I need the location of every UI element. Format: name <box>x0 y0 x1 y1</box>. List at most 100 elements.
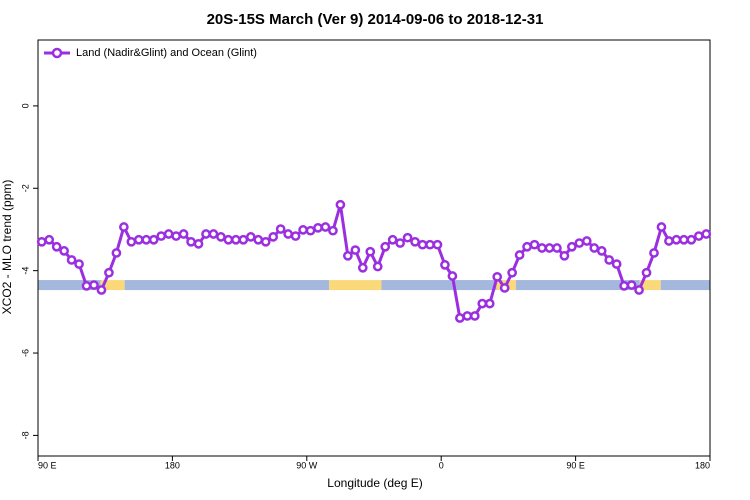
data-point <box>148 234 159 245</box>
data-point <box>656 222 667 232</box>
data-point <box>686 234 697 245</box>
data-point <box>186 236 196 247</box>
data-point <box>111 248 122 258</box>
data-point <box>171 231 181 241</box>
data-point <box>589 243 600 253</box>
data-point <box>380 241 391 252</box>
data-point <box>305 225 316 236</box>
data-point <box>529 239 540 250</box>
data-point <box>357 262 368 273</box>
surface-band <box>660 280 710 291</box>
data-point <box>574 238 585 248</box>
data-point <box>350 245 361 255</box>
data-point <box>417 239 428 250</box>
data-point <box>477 298 488 309</box>
data-point <box>455 313 465 323</box>
surface-band <box>100 280 125 291</box>
data-point <box>89 280 99 290</box>
data-point <box>596 246 607 256</box>
data-point <box>178 229 189 239</box>
data-point <box>447 271 458 281</box>
data-point <box>238 234 249 245</box>
data-point <box>104 267 114 278</box>
data-point <box>260 236 271 247</box>
data-point <box>484 298 495 309</box>
x-tick-label: 90 W <box>296 460 318 470</box>
data-point <box>552 243 562 253</box>
data-point <box>335 199 346 210</box>
data-point <box>126 236 137 247</box>
data-point <box>208 229 219 239</box>
data-point <box>567 241 577 252</box>
data-point <box>201 229 211 239</box>
y-tick-label: -8 <box>20 431 30 439</box>
chart-title: 20S-15S March (Ver 9) 2014-09-06 to 2018… <box>207 11 544 28</box>
x-tick-label: 0 <box>439 460 444 470</box>
data-point <box>604 255 615 265</box>
data-point <box>387 234 398 245</box>
data-point <box>492 271 503 282</box>
data-point <box>59 246 69 256</box>
surface-band <box>639 280 661 291</box>
y-tick-label: -2 <box>20 184 30 192</box>
data-point <box>634 285 644 295</box>
surface-band <box>381 280 497 291</box>
surface-band <box>329 280 382 291</box>
surface-band <box>124 280 330 291</box>
data-point <box>559 250 570 261</box>
x-tick-label: 90 E <box>38 460 57 470</box>
data-point <box>231 234 241 245</box>
data-point <box>469 311 480 321</box>
data-point <box>372 261 383 272</box>
data-point <box>693 231 704 241</box>
legend-label: Land (Nadir&Glint) and Ocean (Glint) <box>76 47 257 59</box>
data-point <box>507 267 517 278</box>
data-point <box>581 236 592 246</box>
data-point <box>611 259 622 269</box>
data-point <box>193 239 204 249</box>
data-point <box>343 250 353 261</box>
data-point <box>283 229 293 239</box>
data-point <box>522 241 532 252</box>
data-point <box>36 236 47 247</box>
data-point <box>141 234 152 245</box>
data-point <box>81 281 92 291</box>
data-point <box>163 229 174 239</box>
x-tick-label: 90 E <box>566 460 585 470</box>
x-tick-label: 180 <box>695 460 710 470</box>
data-point <box>44 234 55 245</box>
data-point <box>328 225 338 236</box>
data-point <box>133 234 144 245</box>
data-point <box>432 239 443 250</box>
data-point <box>641 267 652 278</box>
data-point <box>664 236 674 246</box>
surface-band <box>515 280 640 291</box>
data-point <box>51 241 62 252</box>
data-point <box>425 239 435 250</box>
x-axis-label: Longitude (deg E) <box>327 476 422 490</box>
data-point <box>216 232 226 242</box>
data-point <box>119 222 129 232</box>
data-point <box>290 231 301 241</box>
data-point <box>537 243 547 253</box>
data-point <box>626 280 637 290</box>
y-tick-label: -6 <box>20 349 30 357</box>
data-point <box>275 224 286 234</box>
data-point <box>245 232 256 242</box>
data-point <box>223 234 234 245</box>
data-point <box>402 232 413 243</box>
data-point <box>462 311 473 321</box>
y-tick-label: -4 <box>20 267 30 275</box>
data-point <box>440 260 450 270</box>
x-tick-label: 180 <box>165 460 180 470</box>
data-point <box>96 285 107 295</box>
data-point <box>544 243 555 253</box>
data-point <box>514 250 525 260</box>
y-axis-label: XCO2 - MLO trend (ppm) <box>0 180 14 315</box>
data-point <box>701 229 712 239</box>
data-point <box>671 234 682 245</box>
data-point <box>410 236 420 247</box>
y-tick-label: 0 <box>20 103 30 108</box>
data-point <box>268 232 279 242</box>
